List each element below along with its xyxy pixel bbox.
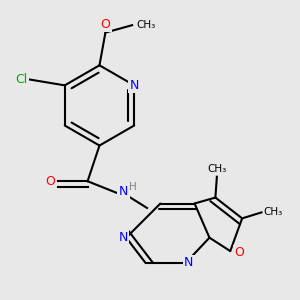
Text: H: H: [129, 182, 137, 192]
Text: O: O: [235, 246, 244, 259]
Text: CH₃: CH₃: [207, 164, 226, 174]
Text: N: N: [184, 256, 193, 269]
Text: O: O: [100, 18, 110, 31]
Text: CH₃: CH₃: [263, 207, 282, 218]
Text: O: O: [45, 175, 55, 188]
Text: Cl: Cl: [15, 73, 28, 86]
Text: N: N: [130, 79, 139, 92]
Text: CH₃: CH₃: [136, 20, 156, 30]
Text: N: N: [118, 231, 128, 244]
Text: N: N: [119, 185, 128, 198]
